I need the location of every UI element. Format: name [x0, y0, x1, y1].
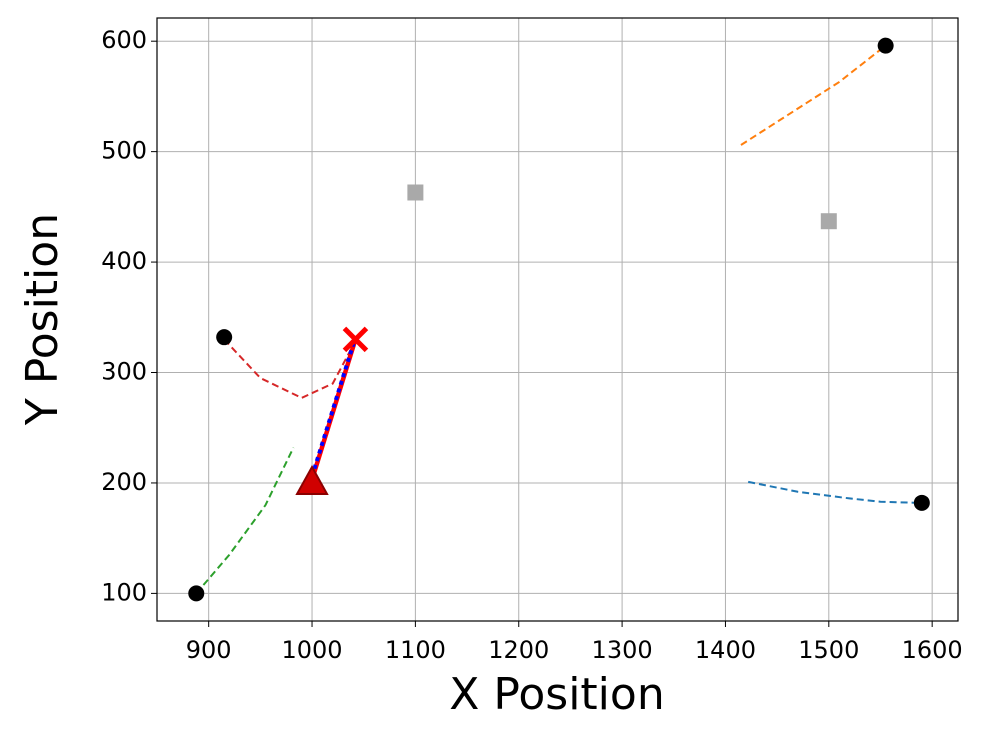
- x-tick-label: 1000: [281, 636, 342, 664]
- y-tick-label: 200: [101, 468, 147, 496]
- trajectory-line: [223, 338, 355, 400]
- trajectory-line: [740, 44, 887, 146]
- x-tick-label: 900: [186, 636, 232, 664]
- point-marker: [188, 585, 205, 602]
- x-tick-label: 1500: [798, 636, 859, 664]
- trajectory-line: [310, 343, 356, 477]
- x-tick-label: 1400: [695, 636, 756, 664]
- triangle-marker: [295, 464, 329, 495]
- trajectory-line: [747, 480, 917, 504]
- point-marker: [877, 37, 894, 54]
- x-axis-label: X Position: [449, 669, 664, 720]
- point-marker: [913, 494, 930, 511]
- y-tick-label: 100: [101, 578, 147, 606]
- x-tick-label: 1600: [902, 636, 963, 664]
- cross-marker: [342, 326, 369, 353]
- trajectory-line: [309, 338, 358, 481]
- square-marker: [820, 213, 837, 230]
- y-axis-label: Y Position: [17, 213, 68, 426]
- trajectory-line: [195, 447, 295, 595]
- x-tick-label: 1300: [592, 636, 653, 664]
- x-tick-label: 1200: [488, 636, 549, 664]
- square-marker: [407, 184, 424, 201]
- y-tick-label: 600: [101, 26, 147, 54]
- y-tick-label: 500: [101, 137, 147, 165]
- y-tick-label: 300: [101, 358, 147, 386]
- point-marker: [216, 329, 233, 346]
- y-tick-label: 400: [101, 247, 147, 275]
- plot-frame: [156, 17, 959, 622]
- x-tick-label: 1100: [385, 636, 446, 664]
